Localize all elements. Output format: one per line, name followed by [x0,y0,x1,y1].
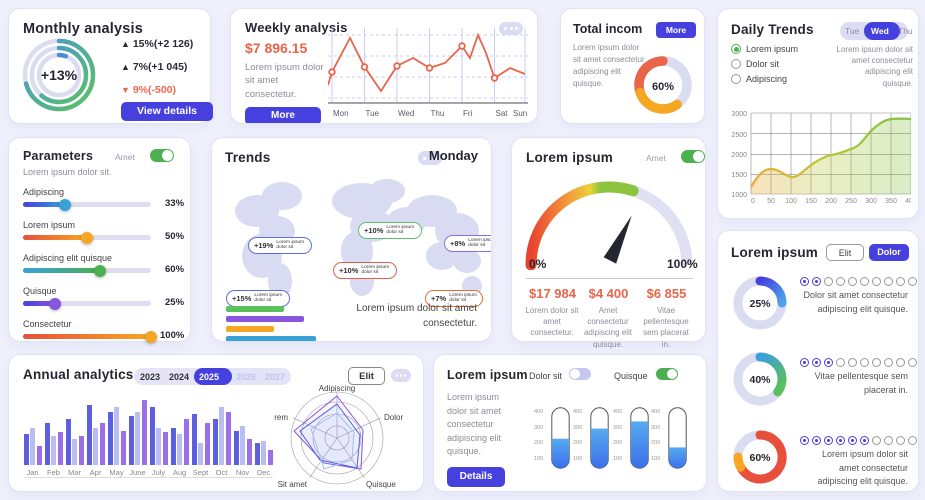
svg-text:1500: 1500 [731,172,747,179]
svg-text:1000: 1000 [731,192,747,199]
svg-text:150: 150 [805,198,817,205]
svg-text:2500: 2500 [731,132,747,139]
svg-text:60%: 60% [652,81,674,93]
svg-text:350: 350 [885,198,897,205]
svg-text:250: 250 [845,198,857,205]
svg-text:0%: 0% [529,257,547,270]
svg-text:2000: 2000 [731,152,747,159]
svg-text:50: 50 [767,198,775,205]
svg-text:Lorem: Lorem [274,413,288,422]
svg-text:Tue: Tue [366,109,380,118]
svg-text:Thu: Thu [431,109,445,118]
svg-text:Fri: Fri [463,109,473,118]
svg-text:200: 200 [825,198,837,205]
svg-text:Sit amet: Sit amet [278,480,308,489]
svg-text:25%: 25% [749,298,771,310]
svg-text:100: 100 [785,198,797,205]
svg-text:Sat: Sat [496,109,509,118]
svg-text:3000: 3000 [731,111,747,118]
svg-text:Quisque: Quisque [366,480,396,489]
svg-text:400: 400 [905,198,911,205]
svg-text:Sun: Sun [513,109,527,118]
svg-text:Wed: Wed [398,109,414,118]
svg-text:60%: 60% [749,452,771,464]
svg-text:Mon: Mon [333,109,349,118]
svg-text:100%: 100% [667,257,698,270]
svg-text:Adipiscing: Adipiscing [319,384,355,393]
svg-text:Dolor: Dolor [384,413,403,422]
svg-text:+13%: +13% [41,67,78,83]
svg-text:300: 300 [865,198,877,205]
svg-text:0: 0 [751,198,755,205]
svg-text:40%: 40% [749,374,771,386]
